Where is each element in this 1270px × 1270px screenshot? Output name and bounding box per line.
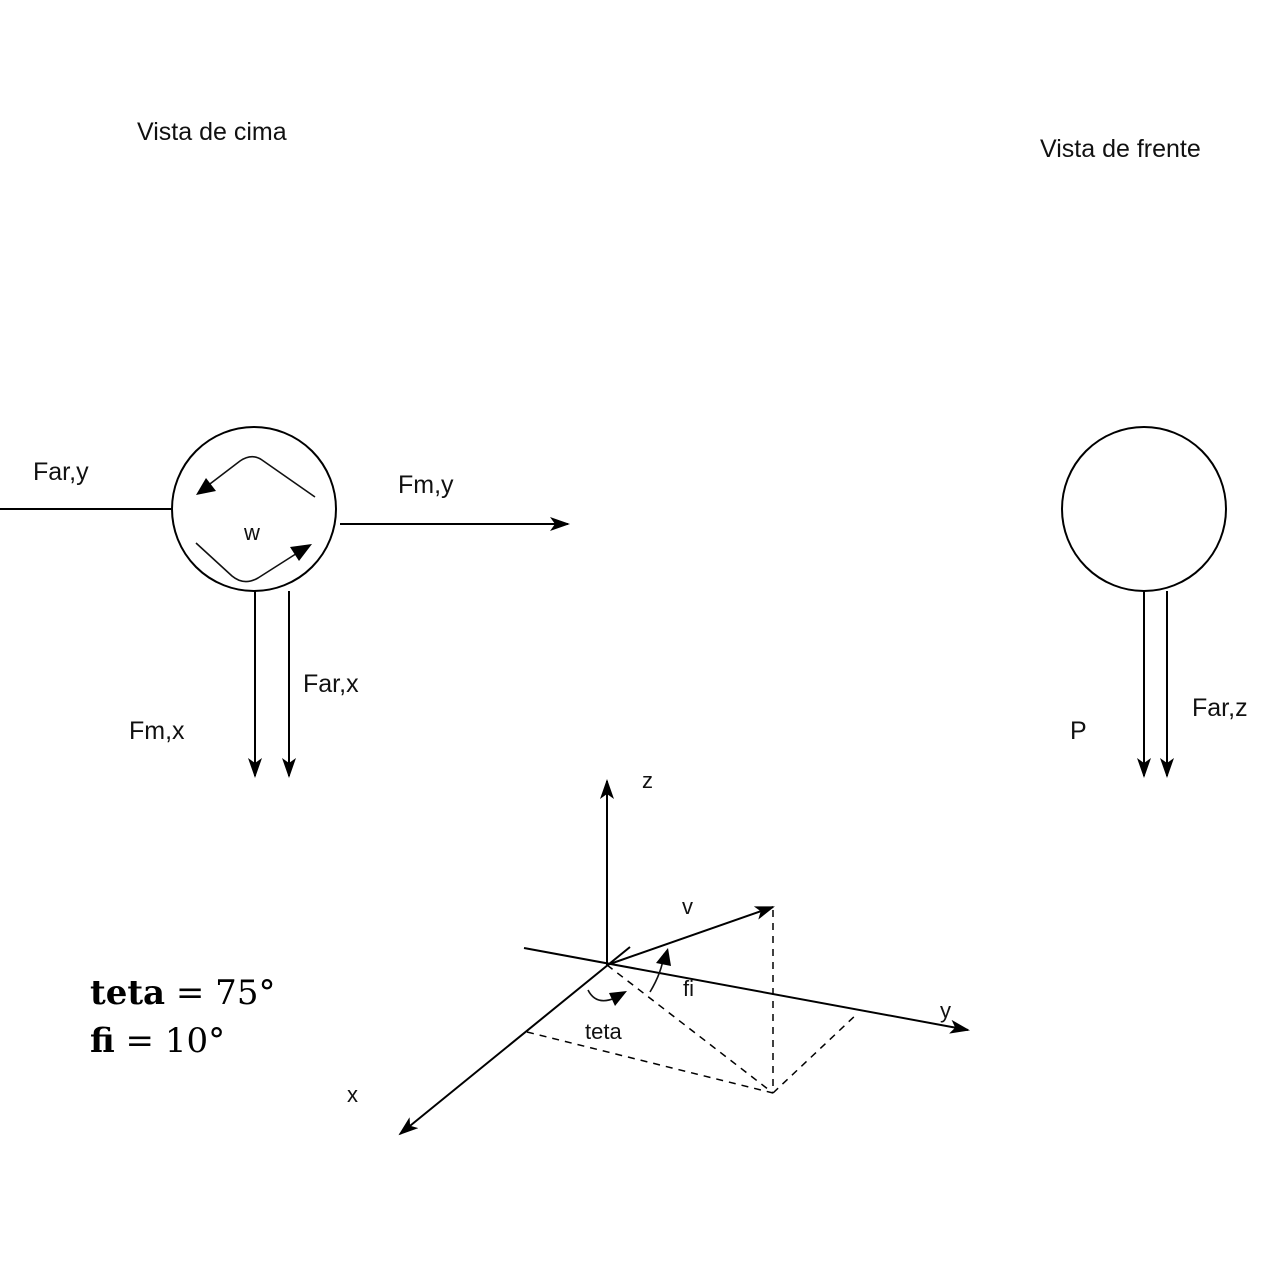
ball-top-view bbox=[171, 426, 337, 592]
far-y-label: Far,y bbox=[33, 458, 89, 486]
p-label: P bbox=[1070, 717, 1087, 745]
fi-formula-value: = 10° bbox=[115, 1021, 225, 1061]
teta-label: teta bbox=[585, 1019, 622, 1044]
fi-angle-arrowhead bbox=[656, 948, 671, 966]
top-view: Vista de cima w Far,y Fm,y Far,x Fm,x bbox=[0, 118, 570, 778]
fm-x-label: Fm,x bbox=[129, 717, 185, 745]
projection-lines bbox=[526, 910, 859, 1094]
far-x-label: Far,x bbox=[303, 670, 359, 698]
coordinate-system: z y x v fi teta bbox=[347, 768, 970, 1136]
front-view-title: Vista de frente bbox=[1040, 135, 1201, 163]
rotation-arrow-upper-head bbox=[196, 478, 216, 495]
projection-to-x bbox=[526, 1031, 774, 1094]
teta-formula-value: = 75° bbox=[165, 973, 275, 1013]
w-label: w bbox=[243, 520, 260, 545]
ball-front-view bbox=[1061, 426, 1227, 592]
fi-label: fi bbox=[683, 976, 694, 1001]
z-axis-label: z bbox=[642, 768, 653, 793]
projection-horizontal bbox=[606, 964, 774, 1094]
y-axis-label: y bbox=[940, 998, 951, 1023]
front-view: Vista de frente P Far,z bbox=[1040, 135, 1248, 778]
fi-formula-name: fi bbox=[90, 1021, 115, 1061]
x-axis bbox=[398, 946, 631, 1136]
y-axis bbox=[523, 947, 970, 1034]
rotation-indicator bbox=[195, 455, 316, 583]
rotation-arrow-lower-head bbox=[290, 544, 312, 561]
v-label: v bbox=[682, 894, 693, 919]
fi-formula: fi = 10° bbox=[90, 1021, 225, 1061]
teta-formula-name: teta bbox=[90, 973, 165, 1013]
x-axis-label: x bbox=[347, 1082, 358, 1107]
angle-values: teta = 75° fi = 10° bbox=[90, 973, 275, 1061]
velocity-vector bbox=[606, 906, 775, 966]
teta-angle-arrowhead bbox=[609, 991, 627, 1006]
rotation-arrow-upper bbox=[201, 455, 316, 498]
fm-y-label: Fm,y bbox=[398, 471, 454, 499]
rotation-arrow-lower bbox=[195, 542, 303, 583]
projection-to-y bbox=[772, 1012, 859, 1094]
top-view-title: Vista de cima bbox=[137, 118, 287, 146]
teta-formula: teta = 75° bbox=[90, 973, 275, 1013]
far-z-label: Far,z bbox=[1192, 694, 1248, 722]
